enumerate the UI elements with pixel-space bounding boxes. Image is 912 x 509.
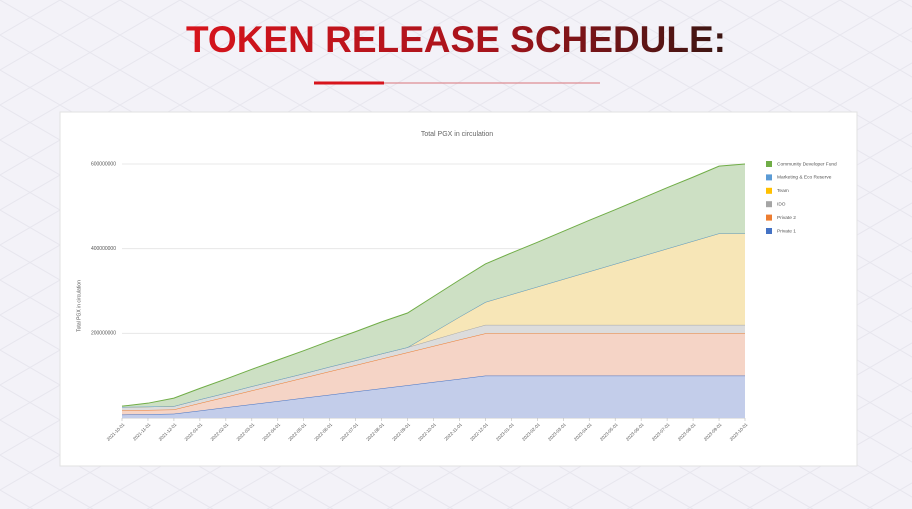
- legend-label: Marketing & Eco Reserve: [777, 175, 832, 181]
- area-line: [121, 163, 746, 407]
- area: [122, 233, 745, 407]
- legend-label: Private 2: [777, 215, 796, 221]
- legend-swatch: [766, 174, 772, 181]
- area: [122, 164, 745, 407]
- area: [122, 333, 745, 415]
- legend-swatch: [766, 187, 772, 194]
- area: [122, 324, 745, 411]
- area-line: [121, 375, 745, 416]
- y-tick-label: 200000000: [91, 331, 116, 337]
- legend-label: Community Developer Fund: [777, 161, 837, 167]
- y-tick-label: 600000000: [91, 161, 116, 167]
- area: [122, 375, 745, 418]
- y-axis-label: Total PGX in circulation: [76, 280, 82, 332]
- legend-swatch: [766, 228, 772, 234]
- y-tick-label: 400000000: [91, 246, 116, 252]
- chart-title: Total PGX in circulation: [421, 131, 493, 138]
- legend-swatch: [766, 214, 772, 221]
- legend-label: Private 1: [777, 228, 796, 234]
- legend-swatch: [766, 161, 772, 167]
- legend-swatch: [766, 201, 772, 208]
- page-heading: TOKEN RELEASE SCHEDULE:: [186, 19, 726, 60]
- legend-label: IDO: [777, 201, 786, 207]
- legend-label: Team: [777, 188, 789, 194]
